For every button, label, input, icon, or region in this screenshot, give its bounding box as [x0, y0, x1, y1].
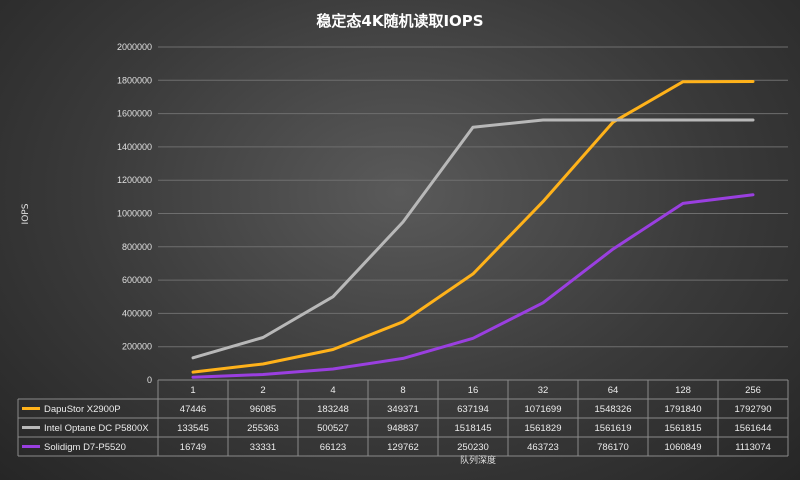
- x-tick-label: 64: [608, 385, 619, 396]
- x-axis-label: 队列深度: [460, 454, 496, 466]
- x-tick-label: 256: [745, 385, 761, 396]
- x-tick-label: 1: [190, 385, 195, 396]
- chart-title: 稳定态4K随机读取IOPS: [316, 12, 483, 30]
- data-cell: 786170: [597, 442, 629, 453]
- data-cell: 1561644: [735, 423, 772, 434]
- y-tick-label: 1800000: [117, 75, 152, 85]
- y-tick-label: 1000000: [117, 209, 152, 219]
- data-table: 1 2 4 8 16 32 64 128 256 DapuStor X2900P 47446 9608…: [17, 379, 789, 457]
- data-cell: 66123: [320, 442, 346, 453]
- data-cell: 1561619: [595, 423, 632, 434]
- legend-entry: Intel Optane DC P5800X: [44, 423, 149, 434]
- y-tick-label: 800000: [122, 242, 152, 252]
- y-tick-label: 1200000: [117, 175, 152, 185]
- data-cell: 1792790: [735, 404, 772, 415]
- data-cell: 463723: [527, 442, 559, 453]
- x-tick-label: 32: [538, 385, 549, 396]
- y-tick-label: 400000: [122, 308, 152, 318]
- x-tick-label: 4: [330, 385, 335, 396]
- data-cell: 133545: [177, 423, 209, 434]
- data-cell: 183248: [317, 404, 349, 415]
- x-tick-label: 8: [400, 385, 405, 396]
- data-cell: 500527: [317, 423, 349, 434]
- y-tick-label: 1400000: [117, 142, 152, 152]
- data-cell: 255363: [247, 423, 279, 434]
- y-tick-labels: 0 200000 400000 600000 800000 1000000 1200000 1…: [117, 42, 152, 385]
- legend-entry: Solidigm D7-P5520: [44, 442, 126, 453]
- x-tick-label: 16: [468, 385, 479, 396]
- data-cell: 1071699: [525, 404, 562, 415]
- gridlines: [158, 46, 788, 381]
- series-line-2: [191, 193, 755, 379]
- x-tick-label: 128: [675, 385, 691, 396]
- data-cell: 129762: [387, 442, 419, 453]
- data-cell: 1561815: [665, 423, 702, 434]
- data-cell: 1113074: [735, 442, 771, 453]
- y-tick-label: 600000: [122, 275, 152, 285]
- data-cell: 33331: [250, 442, 276, 453]
- data-cell: 47446: [180, 404, 206, 415]
- data-cell: 1548326: [595, 404, 632, 415]
- x-tick-label: 2: [260, 385, 265, 396]
- y-tick-label: 2000000: [117, 42, 152, 52]
- data-cell: 637194: [457, 404, 489, 415]
- legend-entry: DapuStor X2900P: [44, 404, 121, 415]
- data-cell: 1518145: [455, 423, 492, 434]
- series-line-1: [191, 118, 755, 360]
- y-tick-label: 1600000: [117, 109, 152, 119]
- data-cell: 16749: [180, 442, 206, 453]
- data-cell: 948837: [387, 423, 419, 434]
- y-tick-label: 200000: [122, 342, 152, 352]
- data-cell: 1060849: [665, 442, 702, 453]
- data-cell: 349371: [387, 404, 419, 415]
- data-cell: 96085: [250, 404, 276, 415]
- data-cell: 1561829: [525, 423, 562, 434]
- y-axis-label: IOPS: [21, 203, 31, 224]
- series-lines: [191, 80, 755, 379]
- series-line-0: [191, 80, 755, 374]
- data-cell: 1791840: [665, 404, 702, 415]
- data-cell: 250230: [457, 442, 489, 453]
- y-tick-label: 0: [147, 375, 152, 385]
